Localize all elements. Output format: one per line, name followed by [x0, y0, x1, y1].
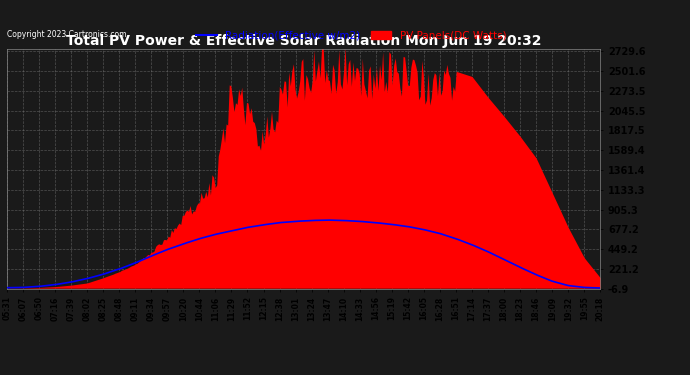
Legend: Radiation(Effective w/m2), PV Panels(DC Watts): Radiation(Effective w/m2), PV Panels(DC … [192, 26, 511, 45]
Text: Copyright 2023 Cartronics.com: Copyright 2023 Cartronics.com [7, 30, 126, 39]
Title: Total PV Power & Effective Solar Radiation Mon Jun 19 20:32: Total PV Power & Effective Solar Radiati… [66, 34, 542, 48]
